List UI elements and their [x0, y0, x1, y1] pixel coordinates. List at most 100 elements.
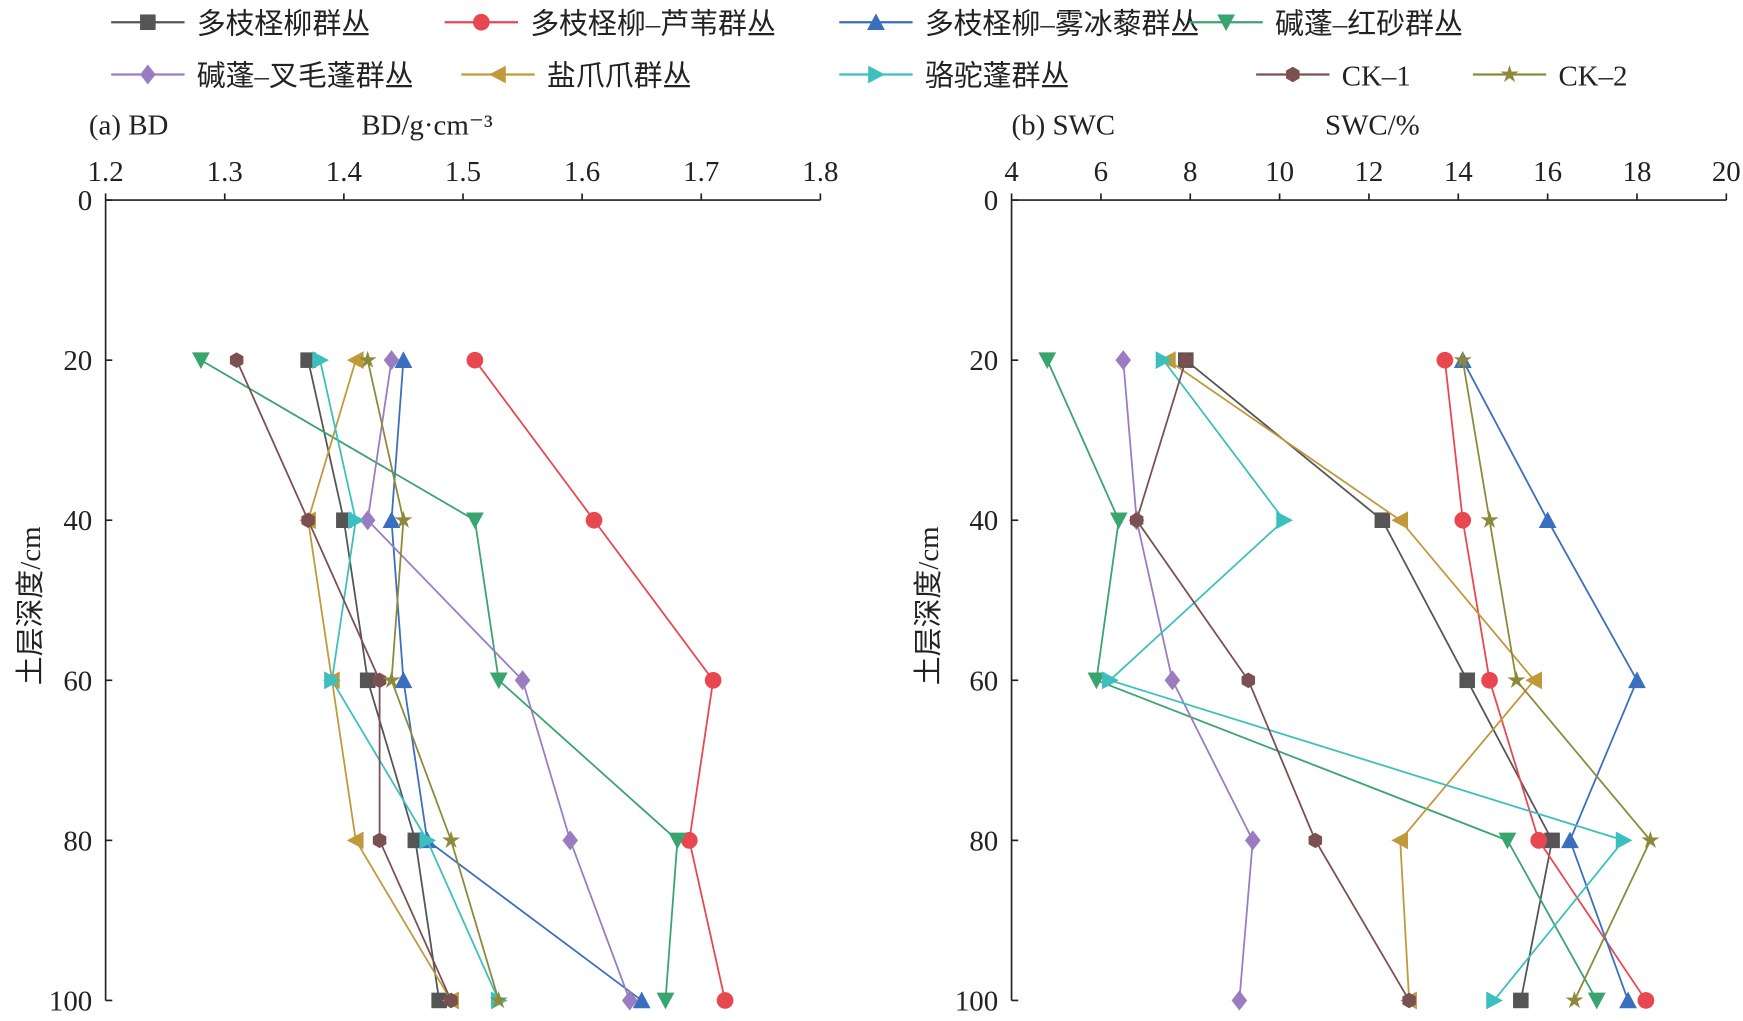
data-point: [1391, 831, 1408, 850]
data-point: [1453, 350, 1472, 368]
square-marker-icon: [140, 14, 156, 31]
triangle-right-marker-icon: [868, 65, 885, 84]
data-point: [407, 832, 424, 849]
data-point: [1628, 671, 1646, 689]
data-point: [1615, 831, 1633, 850]
data-point: [347, 511, 365, 530]
data-point: [668, 832, 687, 850]
data-point: [394, 671, 413, 689]
data-point: [336, 512, 352, 529]
legend-item: CK–1: [1256, 61, 1411, 93]
data-point: [1308, 832, 1323, 849]
x-tick-label: 1.7: [683, 156, 719, 188]
legend-item: CK–2: [1472, 61, 1627, 93]
data-point: [489, 672, 508, 690]
data-point: [419, 831, 437, 850]
data-point: [680, 832, 698, 849]
x-tick-label: 18: [1623, 156, 1652, 188]
series-0: [300, 352, 447, 1009]
panel-label-a: (a) BD: [89, 110, 168, 142]
data-point: [1486, 991, 1503, 1010]
diamond-marker-icon: [140, 64, 156, 85]
triangle-down-marker-icon: [1217, 14, 1235, 32]
series-7: [229, 352, 458, 1009]
series-8: [358, 350, 508, 1009]
x-tick-label: 12: [1354, 156, 1383, 188]
data-point: [1641, 830, 1660, 849]
panel-swc: (b) SWC SWC/% 土层深度/cm 4 6 8 10 12 14 16 18 20 0 20…: [913, 110, 1741, 1018]
data-point: [1565, 990, 1584, 1009]
data-point: [1087, 672, 1106, 690]
data-point: [394, 510, 413, 528]
star-marker-icon: [1500, 65, 1519, 83]
data-point: [301, 512, 315, 529]
legend-item: 多枝柽柳–芦苇群丛: [444, 8, 776, 40]
series-7: [1129, 352, 1416, 1009]
y-tick-label: 100: [955, 985, 998, 1016]
data-point: [1561, 831, 1579, 849]
legend: 多枝柽柳群丛 多枝柽柳–芦苇群丛 多枝柽柳–雾冰藜群丛 碱蓬–红砂群丛碱蓬–叉毛蓬群丛…: [111, 8, 1627, 93]
x-axis-title-a: BD/g·cm⁻³: [361, 110, 493, 142]
data-point: [372, 672, 387, 689]
data-point: [442, 830, 461, 849]
x-tick-label: 16: [1533, 156, 1562, 188]
data-point: [489, 990, 508, 1009]
data-point: [1241, 672, 1256, 689]
y-tick-label: 40: [969, 505, 998, 537]
data-point: [358, 350, 377, 368]
x-tick-label: 20: [1712, 156, 1741, 188]
x-axis-title-b: SWC/%: [1325, 110, 1420, 142]
data-point: [1115, 350, 1132, 371]
series-3: [192, 352, 687, 1010]
data-point: [585, 511, 603, 529]
data-point: [382, 670, 401, 688]
data-point: [1179, 352, 1193, 368]
data-point: [1454, 511, 1472, 529]
legend-label: 骆驼蓬群丛: [925, 61, 1069, 93]
series-1: [466, 351, 734, 1009]
y-tick-label: 0: [78, 185, 92, 217]
data-point: [466, 351, 484, 369]
y-tick-label: 100: [49, 985, 92, 1016]
data-point: [1402, 992, 1416, 1009]
data-point: [656, 992, 675, 1010]
legend-label: CK–1: [1342, 61, 1411, 93]
y-tick-label: 80: [63, 825, 92, 857]
data-point: [300, 352, 316, 368]
x-tick-label: 10: [1265, 156, 1294, 188]
legend-label: 碱蓬–叉毛蓬群丛: [197, 61, 414, 93]
panel-label-b: (b) SWC: [1012, 110, 1116, 142]
legend-label: CK–2: [1558, 61, 1627, 93]
legend-item: 骆驼蓬群丛: [839, 61, 1069, 93]
data-point: [1245, 830, 1261, 851]
data-point: [1231, 990, 1248, 1011]
data-point: [1544, 832, 1560, 849]
triangle-up-marker-icon: [867, 13, 885, 31]
y-tick-label: 40: [63, 505, 92, 537]
data-point: [382, 511, 401, 529]
data-point: [1513, 992, 1529, 1009]
y-axis-title-b: 土层深度/cm: [913, 526, 945, 685]
data-point: [1525, 671, 1543, 690]
data-point: [1587, 992, 1606, 1010]
data-point: [359, 510, 376, 531]
legend-item: 盐爪爪群丛: [461, 61, 691, 93]
series-line: [319, 359, 500, 1001]
series-line: [1443, 360, 1647, 1001]
y-tick-label: 80: [969, 825, 998, 857]
series-6: [1102, 351, 1633, 1010]
legend-item: 多枝柽柳群丛: [111, 8, 370, 40]
panel-bd: (a) BD BD/g·cm⁻³ 土层深度/cm 1.2 1.3 1.4 1.5 1.6…: [15, 110, 838, 1018]
data-point: [1391, 511, 1408, 530]
y-tick-label: 60: [969, 665, 998, 697]
data-point: [372, 832, 387, 849]
data-point: [1374, 512, 1391, 529]
hexagon-marker-icon: [1286, 66, 1300, 83]
legend-item: 碱蓬–叉毛蓬群丛: [111, 61, 413, 93]
series-line: [1122, 360, 1254, 1001]
series-line: [1108, 359, 1626, 1001]
series-1: [1436, 351, 1655, 1009]
x-tick-label: 6: [1094, 156, 1108, 188]
x-tick-label: 14: [1444, 156, 1473, 188]
data-point: [621, 990, 638, 1011]
